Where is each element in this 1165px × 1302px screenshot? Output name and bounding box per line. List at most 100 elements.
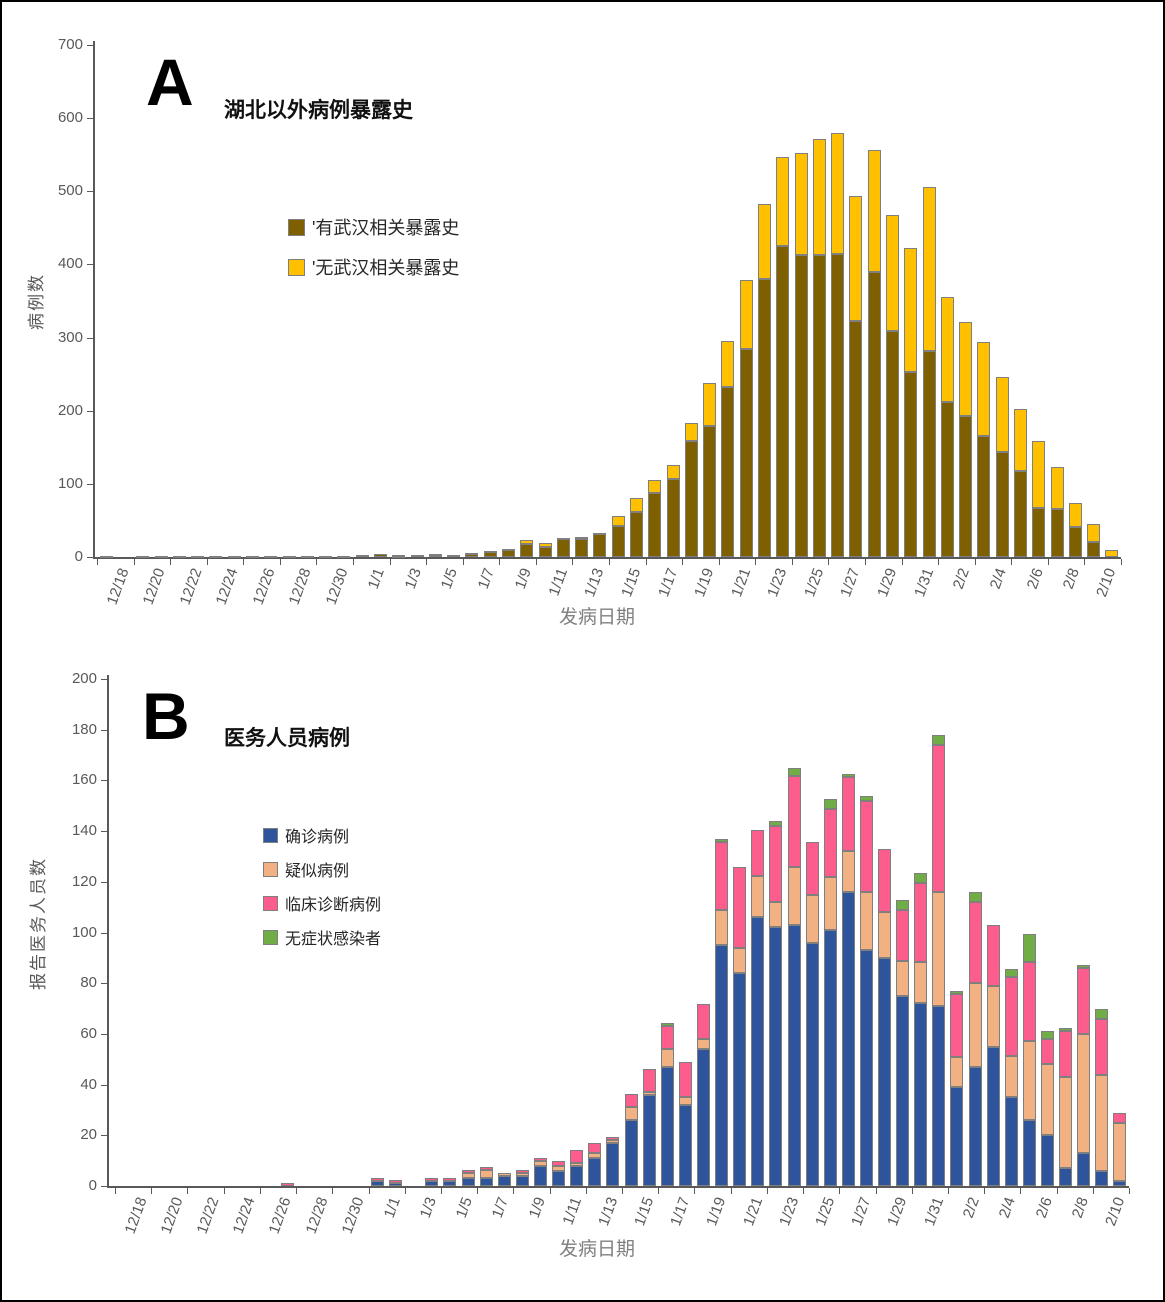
y-axis-tick bbox=[101, 831, 107, 833]
y-axis-tick-label: 80 bbox=[80, 974, 97, 992]
bar-segment-确诊病例 bbox=[498, 1176, 511, 1186]
bar-segment-无武汉相关暴露史 bbox=[630, 498, 643, 512]
x-axis-date-label: 2/2 bbox=[959, 1195, 983, 1221]
x-axis-tick bbox=[865, 559, 866, 565]
bar-segment-疑似病例 bbox=[769, 902, 782, 927]
bar-segment-临床诊断病例 bbox=[878, 849, 891, 912]
legend-swatch bbox=[263, 861, 278, 877]
bar-segment-临床诊断病例 bbox=[1059, 1031, 1072, 1077]
bar-segment-确诊病例 bbox=[715, 945, 728, 1186]
bar-segment-确诊病例 bbox=[1005, 1097, 1018, 1186]
x-axis-date-label: 1/5 bbox=[452, 1195, 476, 1221]
y-axis-tick-label: 180 bbox=[71, 720, 97, 738]
x-axis-tick bbox=[791, 559, 793, 565]
x-axis-tick bbox=[426, 559, 428, 565]
bar-segment-确诊病例 bbox=[425, 1181, 438, 1186]
bar-segment-疑似病例 bbox=[625, 1107, 638, 1120]
bar-segment-有武汉相关暴露史 bbox=[356, 555, 369, 557]
bar-segment-有武汉相关暴露史 bbox=[849, 321, 862, 557]
bar-segment-疑似病例 bbox=[588, 1153, 601, 1158]
bar-segment-确诊病例 bbox=[769, 927, 782, 1186]
bar-segment-疑似病例 bbox=[1077, 1034, 1090, 1153]
bar-segment-有武汉相关暴露史 bbox=[813, 255, 826, 557]
bar-segment-临床诊断病例 bbox=[788, 776, 801, 867]
bar-segment-无武汉相关暴露史 bbox=[703, 383, 716, 426]
bar-segment-无症状感染者 bbox=[769, 821, 782, 826]
legend-swatch bbox=[263, 929, 278, 945]
x-axis-date-label: 12/22 bbox=[193, 1195, 223, 1237]
x-axis-tick bbox=[1011, 559, 1013, 565]
panel-b-y-axis-title: 报告医务人员数 bbox=[29, 857, 48, 990]
x-axis-date-label: 1/29 bbox=[884, 1195, 911, 1229]
bar-segment-无武汉相关暴露史 bbox=[502, 549, 515, 551]
bar-segment-确诊病例 bbox=[570, 1166, 583, 1186]
bar-segment-有武汉相关暴露史 bbox=[1032, 508, 1045, 557]
x-axis-date-label: 12/28 bbox=[302, 1195, 332, 1237]
x-axis-tick bbox=[645, 559, 647, 565]
bar-segment-无武汉相关暴露史 bbox=[813, 139, 826, 255]
bar-segment-有武汉相关暴露史 bbox=[264, 556, 277, 558]
bar-segment-疑似病例 bbox=[824, 877, 837, 930]
bar-segment-临床诊断病例 bbox=[1095, 1019, 1108, 1075]
x-axis-tick bbox=[223, 1188, 225, 1194]
y-axis-tick-label: 120 bbox=[71, 872, 97, 890]
x-axis-tick bbox=[1020, 1188, 1022, 1194]
bar-segment-无武汉相关暴露史 bbox=[886, 215, 899, 331]
x-axis-tick bbox=[477, 1188, 479, 1194]
bar-segment-无武汉相关暴露史 bbox=[1087, 524, 1100, 542]
bar-segment-疑似病例 bbox=[1059, 1077, 1072, 1168]
bar-segment-疑似病例 bbox=[914, 962, 927, 1003]
bar-segment-无武汉相关暴露史 bbox=[923, 187, 936, 351]
legend-label: 确诊病例 bbox=[285, 829, 350, 846]
bar-segment-无武汉相关暴露史 bbox=[795, 153, 808, 255]
bar-segment-无武汉相关暴露史 bbox=[868, 150, 881, 272]
bar-segment-有武汉相关暴露史 bbox=[868, 272, 881, 557]
bar-segment-无症状感染者 bbox=[1059, 1028, 1072, 1031]
bar-segment-有武汉相关暴露史 bbox=[795, 255, 808, 557]
bar-segment-临床诊断病例 bbox=[643, 1069, 656, 1092]
bar-segment-有武汉相关暴露史 bbox=[703, 426, 716, 557]
bar-segment-确诊病例 bbox=[950, 1087, 963, 1186]
x-axis-tick bbox=[279, 559, 281, 565]
bar-segment-有武汉相关暴露史 bbox=[612, 526, 625, 557]
legend-item: '无武汉相关暴露史 bbox=[288, 254, 459, 280]
x-axis-date-label: 12/20 bbox=[157, 1195, 187, 1237]
bar-segment-无症状感染者 bbox=[715, 839, 728, 842]
bar-segment-疑似病例 bbox=[480, 1170, 493, 1178]
bar-segment-疑似病例 bbox=[878, 912, 891, 958]
x-axis-tick bbox=[1092, 1188, 1094, 1194]
y-axis-tick-label: 100 bbox=[57, 474, 83, 492]
x-axis-tick bbox=[572, 559, 574, 565]
x-axis-tick bbox=[1056, 1188, 1058, 1194]
bar-segment-疑似病例 bbox=[534, 1161, 547, 1166]
bar-segment-确诊病例 bbox=[1077, 1153, 1090, 1186]
bar-segment-临床诊断病例 bbox=[462, 1170, 475, 1173]
bar-segment-疑似病例 bbox=[697, 1039, 710, 1049]
legend-item: 无症状感染者 bbox=[263, 925, 381, 949]
bar-segment-无武汉相关暴露史 bbox=[484, 551, 497, 553]
x-axis-tick bbox=[151, 1188, 153, 1194]
x-axis-tick bbox=[839, 1188, 841, 1194]
bar-segment-临床诊断病例 bbox=[679, 1062, 692, 1097]
bar-segment-临床诊断病例 bbox=[425, 1178, 438, 1181]
bar-segment-无武汉相关暴露史 bbox=[904, 248, 917, 372]
bar-segment-有武汉相关暴露史 bbox=[648, 493, 661, 557]
x-axis-tick bbox=[243, 559, 245, 565]
x-axis-tick bbox=[974, 559, 976, 565]
x-axis-tick bbox=[694, 1188, 696, 1194]
bar-segment-临床诊断病例 bbox=[661, 1026, 674, 1049]
x-axis-tick bbox=[622, 1188, 623, 1194]
bar-segment-确诊病例 bbox=[643, 1095, 656, 1186]
x-axis-date-label: 1/11 bbox=[559, 1195, 585, 1228]
bar-segment-确诊病例 bbox=[1023, 1120, 1036, 1186]
panel-a-letter: A bbox=[146, 45, 194, 119]
panel-b-x-axis-title: 发病日期 bbox=[558, 1239, 635, 1260]
bar-segment-疑似病例 bbox=[987, 986, 1000, 1047]
bar-segment-临床诊断病例 bbox=[552, 1161, 565, 1166]
bar-segment-有武汉相关暴露史 bbox=[191, 556, 204, 558]
x-axis-tick bbox=[513, 1188, 515, 1194]
bar-segment-疑似病例 bbox=[643, 1092, 656, 1095]
bar-segment-疑似病例 bbox=[462, 1173, 475, 1178]
bar-segment-确诊病例 bbox=[516, 1176, 529, 1186]
